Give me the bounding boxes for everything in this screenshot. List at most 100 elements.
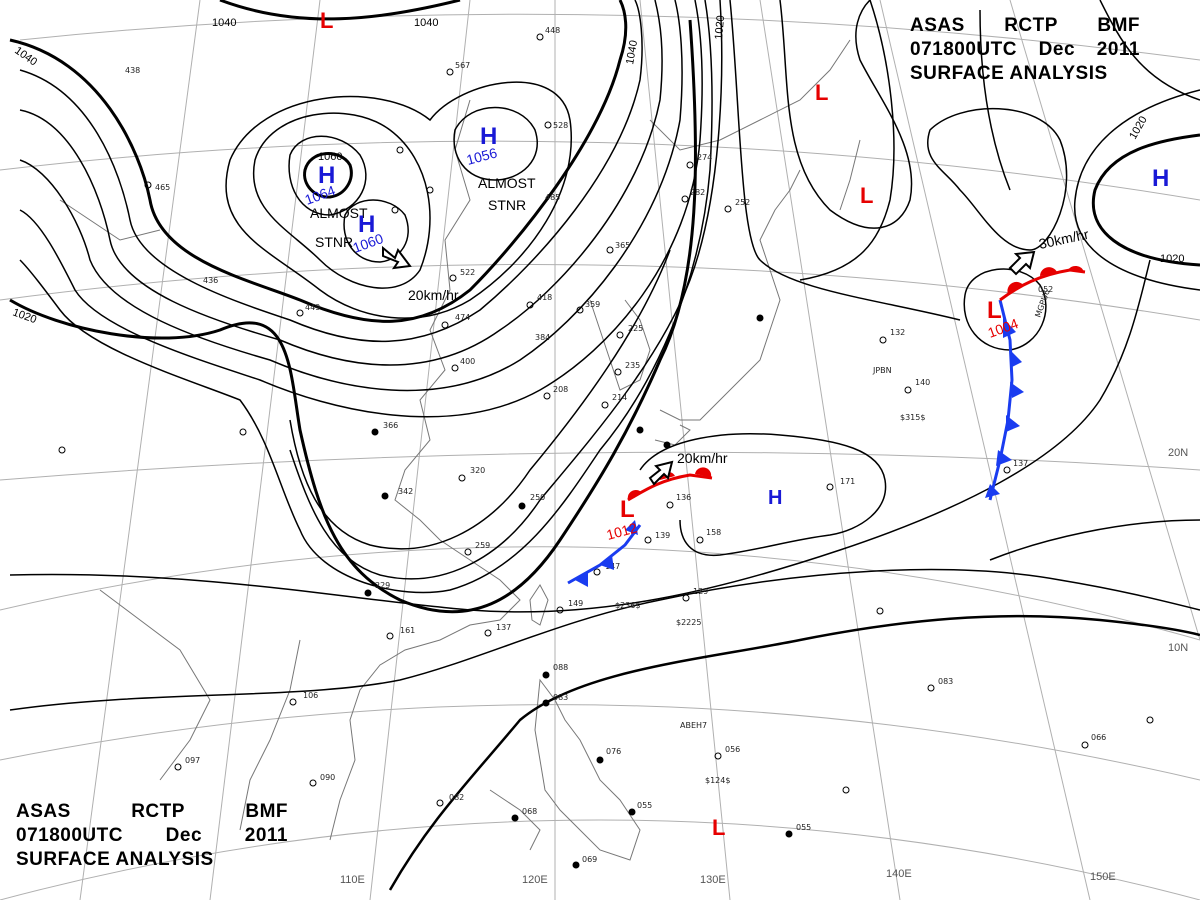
title-office: BMF (1097, 15, 1140, 36)
station-obs: 259 (475, 541, 490, 550)
station-obs: 522 (460, 268, 475, 277)
motion-arrows (382, 245, 1036, 486)
station-obs: 083 (553, 693, 568, 702)
station-obs: 320 (470, 466, 485, 475)
warm-front-east (999, 265, 1086, 302)
isobar-label-1060: 1060 (318, 151, 342, 163)
station-obs: 214 (612, 393, 627, 402)
station-obs: 088 (553, 663, 568, 672)
chart-title-top-right: ASAS RCTP BMF 071800UTC Dec 2011 SURFACE… (910, 14, 1140, 86)
lat-label-20n: 20N (1168, 447, 1188, 459)
motion-arrow-icon (1008, 250, 1036, 276)
station-obs: 250 (530, 493, 545, 502)
isobar-1020-east (1091, 133, 1200, 267)
isobar-1040-left (9, 0, 628, 323)
low-center-symbol: L (987, 297, 1002, 324)
station-obs: 528 (553, 121, 568, 130)
station-obs: 366 (383, 421, 398, 430)
station-obs: 171 (840, 477, 855, 486)
isobar-label-1040: 1040 (212, 17, 236, 29)
station-obs: 418 (537, 293, 552, 302)
station-obs: 438 (125, 66, 140, 75)
station-code: $236$ (615, 601, 640, 610)
station-obs: 140 (915, 378, 930, 387)
low-center-symbol: L (712, 815, 725, 840)
station-obs: 158 (706, 528, 721, 537)
stnr-note: STNR (488, 197, 526, 213)
lon-label-120e: 120E (522, 874, 548, 886)
stnr-note: STNR (315, 234, 353, 250)
station-obs: 055 (637, 801, 652, 810)
station-obs: 465 (155, 183, 170, 192)
station-obs: 400 (460, 357, 475, 366)
station-obs: 359 (585, 300, 600, 309)
station-obs: 448 (545, 26, 560, 35)
title-station: RCTP (1004, 15, 1058, 36)
station-code: $315$ (900, 413, 925, 422)
station-obs: 225 (628, 324, 643, 333)
station-obs: 076 (606, 747, 621, 756)
title-chart-name: SURFACE ANALYSIS (16, 849, 214, 870)
station-obs: 137 (496, 623, 511, 632)
low-center-symbol: L (815, 80, 828, 105)
station-obs: 474 (455, 313, 470, 322)
low-center-symbol: L (320, 8, 333, 33)
low-center-symbol: L (620, 496, 635, 523)
station-obs: 342 (398, 487, 413, 496)
lon-label-110e: 110E (340, 874, 365, 886)
station-obs: 132 (890, 328, 905, 337)
motion-speed-label: 20km/hr (408, 287, 459, 303)
grid-labels: 110E 120E 130E 140E 150E 20N 10N (340, 447, 1188, 886)
station-obs: 208 (553, 385, 568, 394)
title-office: BMF (245, 801, 288, 822)
title-year: 2011 (244, 825, 288, 846)
isobar-1064-ring (303, 152, 353, 199)
station-obs: 567 (455, 61, 470, 70)
station-markers (58, 33, 1154, 869)
station-obs: 252 (735, 198, 750, 207)
high-center-symbol: H (768, 487, 782, 509)
isobar-label-1040: 1040 (414, 17, 438, 29)
chart-title-bottom-left: ASAS RCTP BMF 071800UTC Dec 2011 SURFACE… (16, 800, 288, 872)
station-code: JPBN (872, 366, 892, 375)
station-obs: 136 (676, 493, 691, 502)
station-obs: 282 (690, 188, 705, 197)
isobar-label-1020: 1020 (713, 15, 727, 40)
station-obs: 365 (615, 241, 630, 250)
title-chart-name: SURFACE ANALYSIS (910, 63, 1108, 84)
cold-front-west (567, 520, 642, 587)
station-obs: 229 (375, 581, 390, 590)
station-obs: 436 (203, 276, 218, 285)
cold-front-east (985, 299, 1024, 501)
title-month: Dec (165, 825, 203, 846)
station-obs: 066 (1091, 733, 1106, 742)
station-obs: 055 (796, 823, 811, 832)
lat-label-10n: 10N (1168, 642, 1188, 654)
station-obs: 274 (697, 153, 712, 162)
title-datetime: 071800UTC (910, 39, 1017, 60)
station-observations: 448 567 438 465 528 359 384 418 365 485 … (125, 26, 1106, 864)
station-obs: 449 (305, 303, 320, 312)
station-obs: 082 (449, 793, 464, 802)
isobar-1040-top (219, 0, 461, 21)
station-obs: 106 (303, 691, 318, 700)
title-station: RCTP (131, 801, 185, 822)
high-center-value: 1056 (465, 144, 499, 168)
high-center-symbol: H (358, 211, 375, 238)
station-obs: 083 (938, 677, 953, 686)
motion-speed-label: 20km/hr (677, 450, 728, 466)
low-center-symbol: L (860, 183, 873, 208)
station-obs: 068 (522, 807, 537, 816)
high-center-symbol: H (318, 162, 335, 189)
high-center-symbol: H (480, 123, 497, 150)
station-obs: 097 (185, 756, 200, 765)
station-obs: 485 (545, 193, 560, 202)
almost-note: ALMOST (310, 205, 368, 221)
station-obs: 069 (582, 855, 597, 864)
station-obs: 161 (400, 626, 415, 635)
isobar-1020-west (9, 19, 698, 614)
station-code: $124$ (705, 776, 730, 785)
station-obs: 056 (725, 745, 740, 754)
